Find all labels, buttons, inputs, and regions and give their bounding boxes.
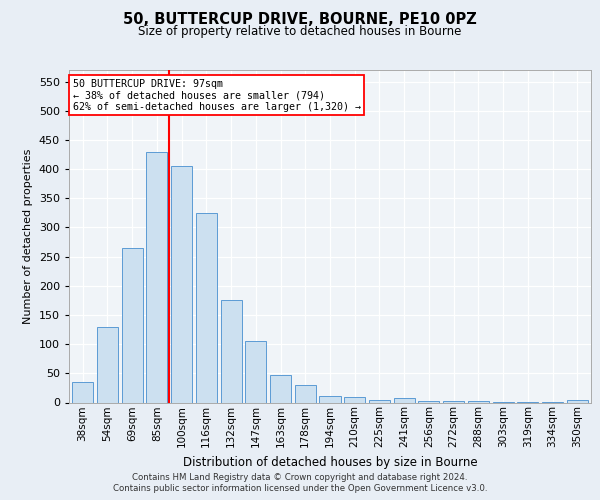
Y-axis label: Number of detached properties: Number of detached properties [23,148,33,324]
Text: Size of property relative to detached houses in Bourne: Size of property relative to detached ho… [139,25,461,38]
Bar [245,341,266,402]
Bar [72,382,93,402]
Bar [344,396,365,402]
Bar [394,398,415,402]
Bar [171,166,192,402]
Bar [270,375,291,402]
Bar [369,400,390,402]
Bar [97,326,118,402]
Bar [418,401,439,402]
Text: Contains public sector information licensed under the Open Government Licence v3: Contains public sector information licen… [113,484,487,493]
Text: 50 BUTTERCUP DRIVE: 97sqm
← 38% of detached houses are smaller (794)
62% of semi: 50 BUTTERCUP DRIVE: 97sqm ← 38% of detac… [73,78,361,112]
Text: Contains HM Land Registry data © Crown copyright and database right 2024.: Contains HM Land Registry data © Crown c… [132,472,468,482]
Bar [146,152,167,402]
Text: 50, BUTTERCUP DRIVE, BOURNE, PE10 0PZ: 50, BUTTERCUP DRIVE, BOURNE, PE10 0PZ [123,12,477,28]
X-axis label: Distribution of detached houses by size in Bourne: Distribution of detached houses by size … [182,456,478,468]
Bar [196,213,217,402]
Bar [122,248,143,402]
Bar [319,396,341,402]
Bar [221,300,242,402]
Bar [295,385,316,402]
Bar [567,400,588,402]
